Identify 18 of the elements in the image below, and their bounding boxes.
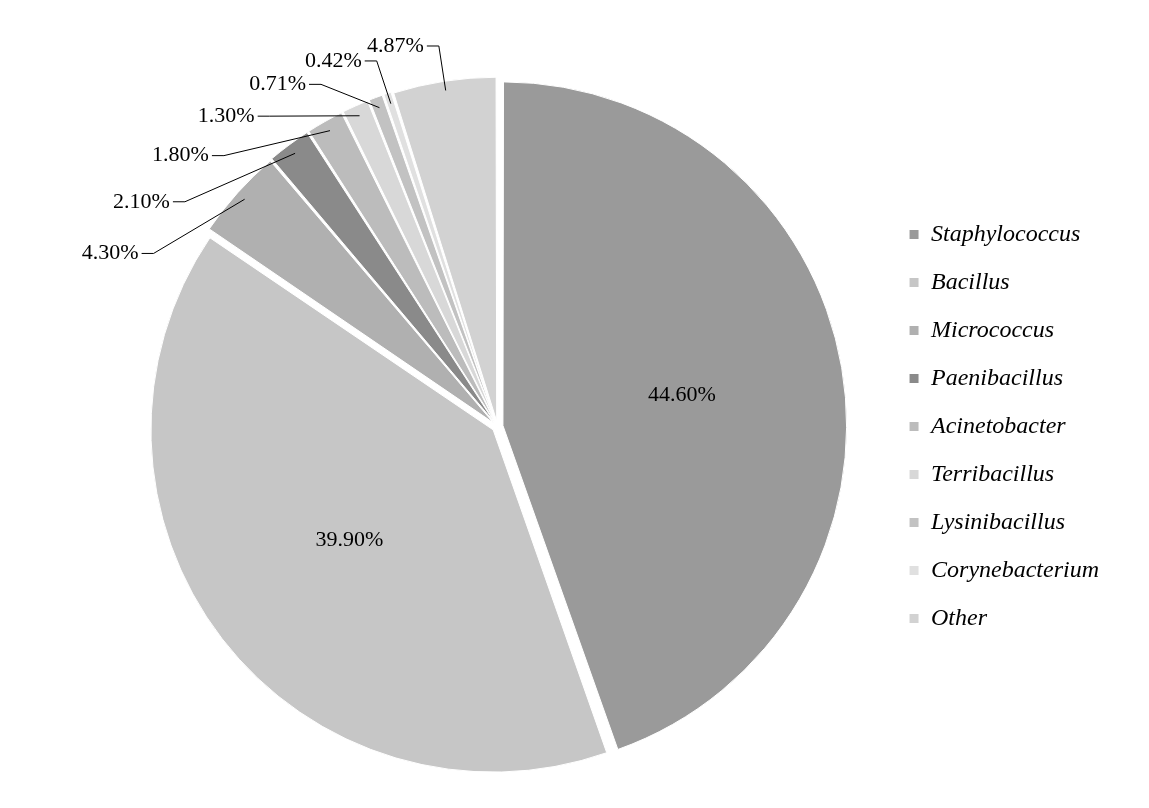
data-label: 0.42% xyxy=(304,46,362,72)
data-label: 4.30% xyxy=(81,239,139,265)
legend-label: Paenibacillus xyxy=(930,363,1064,390)
legend-label: Bacillus xyxy=(931,267,1010,294)
data-label: 2.10% xyxy=(113,187,170,213)
legend-label: Lysinibacillus xyxy=(930,507,1065,534)
legend-label: Corynebacterium xyxy=(931,555,1099,582)
data-label: 44.60% xyxy=(647,380,716,406)
legend-label: Other xyxy=(931,603,988,630)
data-label: 0.71% xyxy=(249,70,307,96)
data-label: 4.87% xyxy=(367,31,424,57)
legend-label: Acinetobacter xyxy=(929,411,1067,438)
data-label: 39.90% xyxy=(315,526,384,552)
data-label: 1.30% xyxy=(197,101,255,127)
legend-label: Terribacillus xyxy=(931,459,1055,486)
legend-label: Staphylococcus xyxy=(931,219,1081,246)
data-label: 1.80% xyxy=(152,141,209,167)
legend-label: Micrococcus xyxy=(930,315,1055,342)
